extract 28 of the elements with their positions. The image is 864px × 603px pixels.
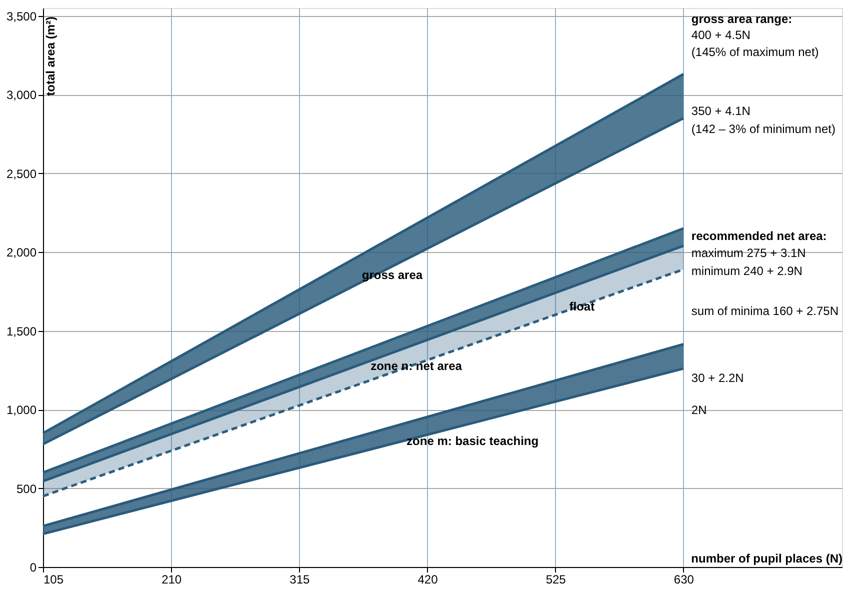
y-tick-label: 3,000 bbox=[6, 88, 37, 102]
y-tick-label: 1,000 bbox=[6, 403, 37, 418]
annotation: 350 + 4.1N bbox=[691, 104, 750, 118]
x-tick-label: 210 bbox=[162, 572, 182, 586]
y-axis-title: total area (m²) bbox=[44, 16, 58, 96]
x-tick-label: 420 bbox=[418, 572, 438, 586]
y-tick-label: 3,500 bbox=[6, 9, 37, 24]
y-tick-label: 1,500 bbox=[6, 324, 37, 338]
y-tick-label: 2,000 bbox=[6, 246, 37, 260]
x-tick-label: 315 bbox=[290, 572, 310, 586]
x-axis-title: number of pupil places (N) bbox=[691, 552, 842, 566]
annotation: 400 + 4.5N bbox=[691, 28, 750, 42]
y-tick-label: 2,500 bbox=[6, 166, 37, 181]
annotation: (145% of maximum net) bbox=[691, 45, 819, 59]
annotation: maximum 275 + 3.1N bbox=[691, 246, 806, 260]
annotation: zone m: basic teaching bbox=[406, 434, 539, 448]
y-tick-label: 500 bbox=[16, 482, 37, 496]
annotation: 2N bbox=[691, 403, 707, 417]
x-tick-label: 630 bbox=[674, 572, 694, 586]
x-tick-label: 525 bbox=[546, 572, 566, 586]
x-tick-label: 105 bbox=[44, 572, 64, 586]
annotation: 30 + 2.2N bbox=[691, 371, 744, 385]
annotation: gross area range: bbox=[691, 12, 792, 26]
annotation: (142 – 3% of minimum net) bbox=[691, 122, 836, 136]
y-tick-label: 0 bbox=[30, 560, 37, 574]
annotation: recommended net area: bbox=[691, 229, 827, 243]
annotation: sum of minima 160 + 2.75N bbox=[691, 304, 838, 318]
annotation: minimum 240 + 2.9N bbox=[691, 264, 802, 278]
